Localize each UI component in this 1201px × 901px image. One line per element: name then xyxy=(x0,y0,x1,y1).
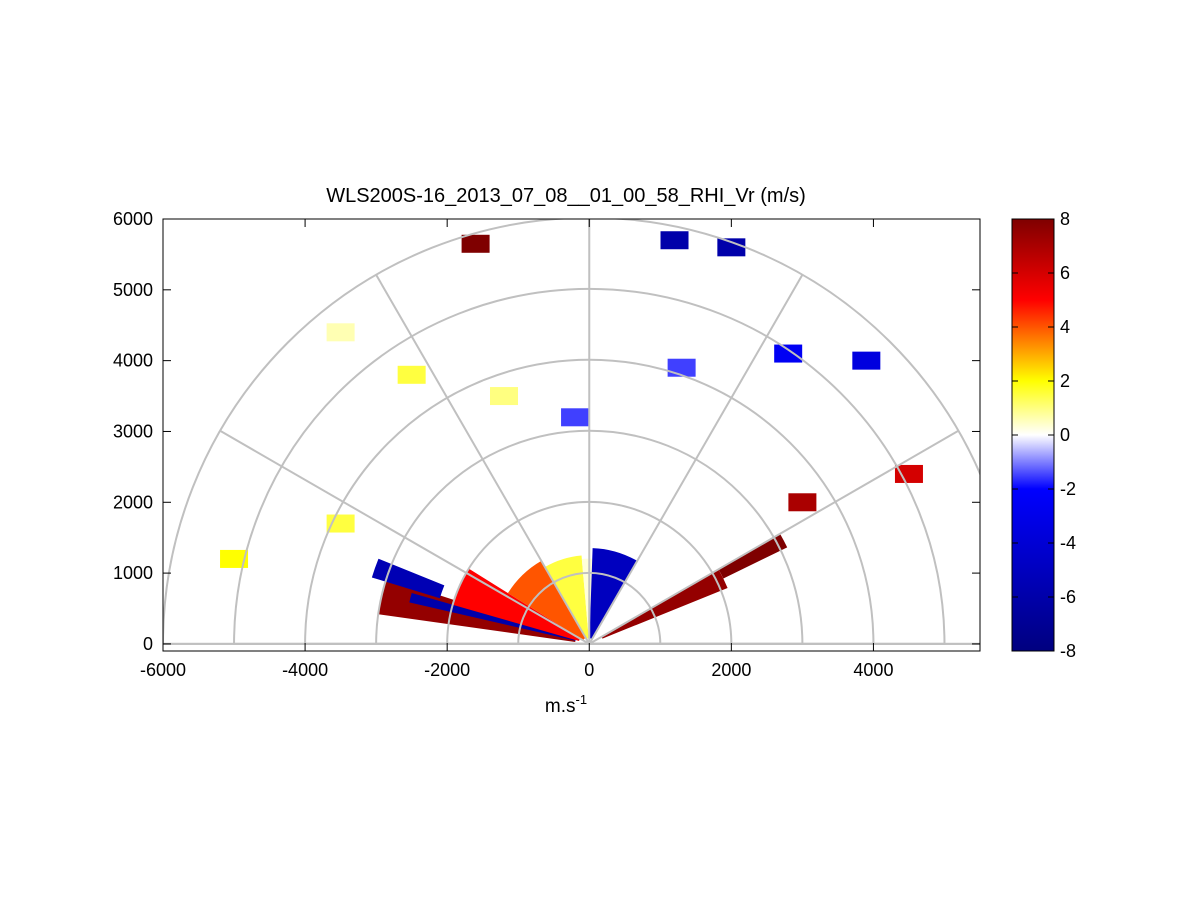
velocity-sector xyxy=(601,569,728,639)
velocity-patch xyxy=(326,323,355,342)
velocity-patch xyxy=(667,358,696,377)
colorbar-tick-label: 4 xyxy=(1060,317,1070,337)
azimuth-spoke xyxy=(588,274,804,645)
x-tick-label: 0 xyxy=(584,660,594,680)
velocity-patch xyxy=(788,493,817,512)
velocity-patch xyxy=(774,344,803,363)
colorbar-tick-label: 2 xyxy=(1060,371,1070,391)
colorbar-tick-label: -2 xyxy=(1060,479,1076,499)
chart-title: WLS200S-16_2013_07_08__01_00_58_RHI_Vr (… xyxy=(326,185,806,207)
y-tick-label: 5000 xyxy=(113,280,153,300)
y-tick-label: 3000 xyxy=(113,421,153,441)
velocity-patch xyxy=(220,549,249,568)
x-tick-label: -6000 xyxy=(140,660,186,680)
velocity-patch xyxy=(660,231,689,250)
velocity-sector xyxy=(544,555,589,639)
range-ring xyxy=(163,219,980,645)
y-tick-label: 4000 xyxy=(113,351,153,371)
colorbar-tick-label: 6 xyxy=(1060,263,1070,283)
colorbar-tick-label: -6 xyxy=(1060,587,1076,607)
velocity-sector xyxy=(589,548,638,639)
x-tick-label: -2000 xyxy=(424,660,470,680)
velocity-patch xyxy=(490,387,519,406)
colorbar-tick-label: 8 xyxy=(1060,209,1070,229)
velocity-sector xyxy=(507,560,586,641)
colorbar-ticks: 8 6 4 2 0 -2 -4 -6 -8 xyxy=(1012,209,1076,661)
x-tick-label: 2000 xyxy=(711,660,751,680)
x-tick-label: -4000 xyxy=(282,660,328,680)
velocity-patch xyxy=(397,365,426,384)
x-tick-label: 4000 xyxy=(853,660,893,680)
y-tick-label: 6000 xyxy=(113,209,153,229)
polar-grid xyxy=(163,219,980,645)
azimuth-spoke xyxy=(219,429,590,645)
plot-frame xyxy=(162,218,981,652)
axis-ticks: -6000 -4000 -2000 0 2000 4000 0 1000 2000 3000 400… xyxy=(113,209,980,680)
velocity-patch xyxy=(717,238,746,257)
velocity-sector xyxy=(452,568,581,641)
velocity-patch xyxy=(894,464,923,483)
y-tick-label: 0 xyxy=(143,634,153,654)
velocity-sector xyxy=(409,593,576,641)
colorbar xyxy=(1011,218,1055,652)
velocity-sector xyxy=(718,533,788,579)
colorbar-tick-label: -4 xyxy=(1060,533,1076,553)
azimuth-spoke xyxy=(375,274,591,645)
velocity-data-layer xyxy=(220,231,923,642)
velocity-patch xyxy=(461,234,490,253)
azimuth-spoke xyxy=(588,429,959,645)
x-axis-label: m.s-1 xyxy=(545,692,587,717)
y-tick-label: 1000 xyxy=(113,563,153,583)
x-axis-label-superscript: -1 xyxy=(576,692,588,707)
velocity-patch xyxy=(561,408,590,427)
colorbar-tick-label: -8 xyxy=(1060,641,1076,661)
colorbar-tick-label: 0 xyxy=(1060,425,1070,445)
velocity-patch xyxy=(852,351,881,370)
y-tick-label: 2000 xyxy=(113,492,153,512)
